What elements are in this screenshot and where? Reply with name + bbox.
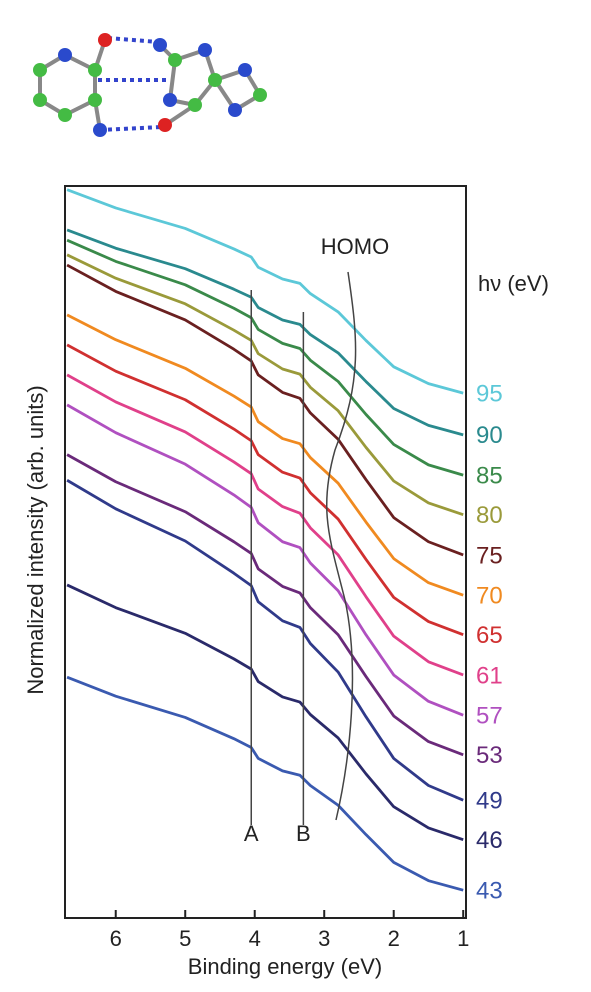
spectrum-line bbox=[67, 255, 463, 515]
series-label: 80 bbox=[476, 502, 503, 529]
series-label: 70 bbox=[476, 583, 503, 610]
x-tick-label: 4 bbox=[249, 926, 261, 951]
series-label: 49 bbox=[476, 787, 503, 814]
x-tick-label: 6 bbox=[110, 926, 122, 951]
series-label: 85 bbox=[476, 462, 503, 489]
x-axis-label: Binding energy (eV) bbox=[188, 954, 382, 979]
x-tick-label: 1 bbox=[457, 926, 469, 951]
molecule bbox=[33, 33, 267, 137]
annotation-label: HOMO bbox=[321, 234, 389, 259]
spectrum-line bbox=[67, 677, 463, 890]
series-label: 57 bbox=[476, 703, 503, 730]
series-label: 43 bbox=[476, 878, 503, 905]
x-tick-label: 2 bbox=[388, 926, 400, 951]
legend-title: hν (eV) bbox=[478, 271, 549, 296]
series-label: 46 bbox=[476, 827, 503, 854]
series-label: 61 bbox=[476, 662, 503, 689]
spectrum-line bbox=[67, 585, 463, 840]
annotation-label: B bbox=[296, 821, 311, 846]
spectrum-line bbox=[67, 265, 463, 555]
spectrum-line bbox=[67, 345, 463, 635]
series-label: 95 bbox=[476, 380, 503, 407]
spectrum-line bbox=[67, 190, 463, 393]
series-label: 90 bbox=[476, 422, 503, 449]
chart: Normalized intensity (arb. units) Bindin… bbox=[0, 0, 591, 987]
annotation-label: A bbox=[244, 821, 259, 846]
series-label: 75 bbox=[476, 542, 503, 569]
series-label: 53 bbox=[476, 742, 503, 769]
x-tick-label: 5 bbox=[179, 926, 191, 951]
series-label: 65 bbox=[476, 622, 503, 649]
x-tick-label: 3 bbox=[318, 926, 330, 951]
y-axis-label: Normalized intensity (arb. units) bbox=[23, 385, 48, 694]
